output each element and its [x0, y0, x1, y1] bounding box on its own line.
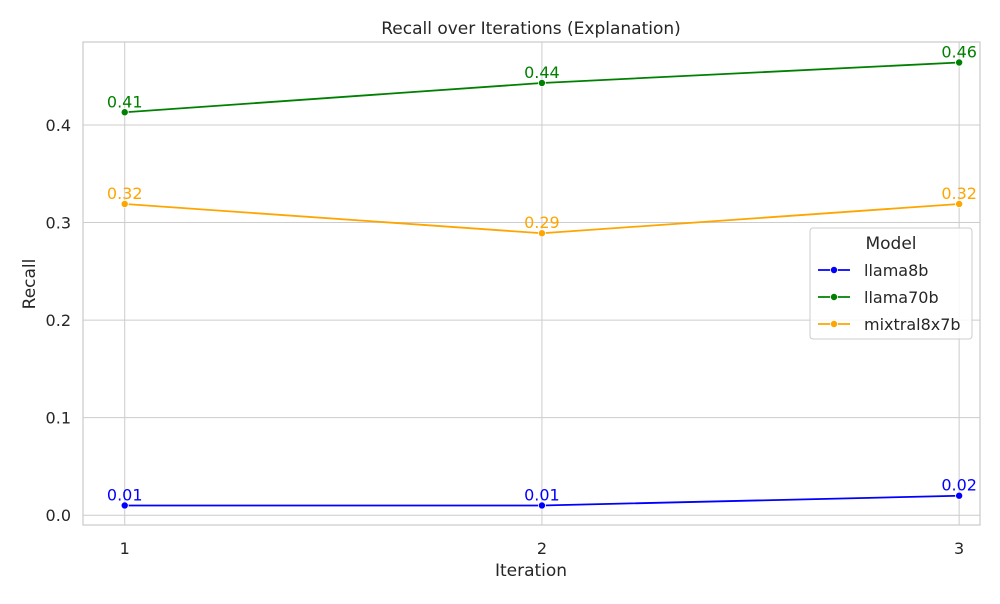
legend-box	[809, 227, 973, 340]
data-label: 0.46	[941, 42, 977, 61]
axes: 0.0 0.1 0.2 0.3 0.4 1 2 3	[46, 116, 965, 558]
data-point	[955, 491, 964, 500]
legend-label: mixtral8x7b	[864, 315, 961, 334]
data-label: 0.44	[524, 63, 560, 82]
legend-item-llama70b: llama70b	[818, 288, 939, 307]
grid	[83, 42, 980, 525]
y-tick-label: 0.2	[46, 311, 71, 330]
data-point	[537, 501, 546, 510]
chart-title: Recall over Iterations (Explanation)	[381, 19, 681, 39]
series-llama8b: 0.01 0.01 0.02	[107, 476, 977, 510]
data-label: 0.32	[941, 184, 977, 203]
y-axis-label: Recall	[20, 259, 40, 310]
legend-swatch-marker	[830, 265, 839, 274]
legend: Model llama8b llama70b mixtral8x7b	[809, 227, 973, 340]
legend-label: llama8b	[864, 261, 928, 280]
y-tick-label: 0.1	[46, 409, 71, 428]
legend-label: llama70b	[864, 288, 939, 307]
data-point	[955, 58, 964, 67]
data-label: 0.29	[524, 213, 560, 232]
data-label: 0.32	[107, 184, 143, 203]
y-tick-label: 0.4	[46, 116, 71, 135]
legend-item-llama8b: llama8b	[818, 261, 928, 280]
x-tick-label: 2	[537, 539, 547, 558]
data-point	[537, 229, 546, 238]
y-tick-label: 0.0	[46, 506, 71, 525]
data-point	[955, 199, 964, 208]
data-label: 0.01	[107, 485, 143, 504]
data-point	[120, 501, 129, 510]
data-point	[120, 199, 129, 208]
legend-title: Model	[865, 234, 916, 254]
data-point	[120, 108, 129, 117]
data-label: 0.02	[941, 476, 977, 495]
data-label: 0.41	[107, 92, 143, 111]
x-tick-label: 1	[120, 539, 130, 558]
series-mixtral8x7b: 0.32 0.29 0.32	[107, 184, 977, 238]
x-axis-label: Iteration	[495, 561, 567, 581]
y-tick-label: 0.3	[46, 214, 71, 233]
series-llama70b: 0.41 0.44 0.46	[107, 42, 977, 117]
legend-swatch-marker	[830, 292, 839, 301]
data-label: 0.01	[524, 485, 560, 504]
x-tick-label: 3	[954, 539, 964, 558]
series-group: 0.01 0.01 0.02 0.41 0.44 0.46 0.32 0.29 0.32	[107, 42, 977, 510]
legend-item-mixtral8x7b: mixtral8x7b	[818, 315, 961, 334]
data-point	[537, 78, 546, 87]
legend-swatch-marker	[830, 319, 839, 328]
